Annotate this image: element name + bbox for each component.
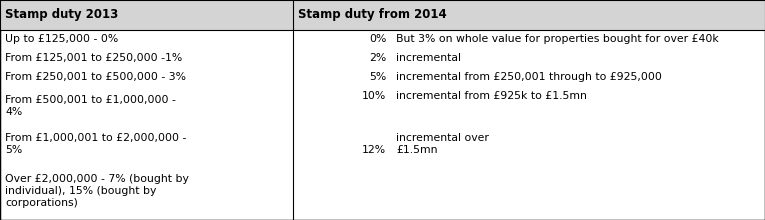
Text: Up to £125,000 - 0%: Up to £125,000 - 0% (5, 34, 119, 44)
Text: From £1,000,001 to £2,000,000 -
5%: From £1,000,001 to £2,000,000 - 5% (5, 133, 187, 155)
Text: From £125,001 to £250,000 -1%: From £125,001 to £250,000 -1% (5, 53, 183, 63)
Text: 0%: 0% (369, 34, 386, 44)
Text: From £250,001 to £500,000 - 3%: From £250,001 to £500,000 - 3% (5, 72, 187, 82)
Text: Over £2,000,000 - 7% (bought by
individual), 15% (bought by
corporations): Over £2,000,000 - 7% (bought by individu… (5, 174, 189, 209)
Text: Stamp duty from 2014: Stamp duty from 2014 (298, 8, 447, 21)
Text: incremental from £250,001 through to £925,000: incremental from £250,001 through to £92… (396, 72, 662, 82)
Text: Stamp duty 2013: Stamp duty 2013 (5, 8, 119, 21)
Text: 2%: 2% (369, 53, 386, 63)
Text: incremental from £925k to £1.5mn: incremental from £925k to £1.5mn (396, 91, 588, 101)
Text: incremental: incremental (396, 53, 461, 63)
Text: 5%: 5% (369, 72, 386, 82)
Text: £1.5mn: £1.5mn (396, 145, 438, 155)
Bar (0, 0, 293, 30)
Text: But 3% on whole value for properties bought for over £40k: But 3% on whole value for properties bou… (396, 34, 719, 44)
Text: 10%: 10% (362, 91, 386, 101)
Text: 12%: 12% (362, 145, 386, 155)
Text: From £500,001 to £1,000,000 -
4%: From £500,001 to £1,000,000 - 4% (5, 95, 176, 117)
Bar (293, 0, 765, 30)
Text: incremental over: incremental over (396, 133, 489, 143)
